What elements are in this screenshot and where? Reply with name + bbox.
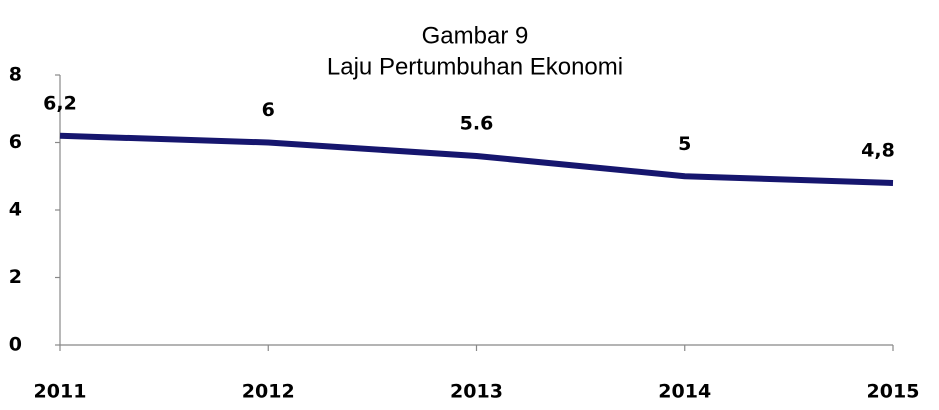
y-tick-label: 0 — [9, 334, 22, 356]
x-tick-label: 2013 — [450, 381, 503, 403]
y-tick-label: 6 — [9, 131, 22, 153]
y-tick-label: 8 — [9, 64, 22, 86]
data-label: 6,2 — [43, 92, 77, 114]
y-tick-label: 2 — [9, 266, 22, 288]
data-label: 6 — [262, 99, 275, 121]
line — [59, 132, 894, 186]
y-tick-label: 4 — [9, 199, 22, 221]
data-label: 4,8 — [861, 140, 895, 162]
chart-title: Gambar 9 — [422, 22, 529, 49]
data-label: 5.6 — [460, 113, 494, 135]
x-tick-label: 2011 — [34, 381, 87, 403]
data-label: 5 — [678, 133, 691, 155]
x-tick-label: 2012 — [242, 381, 295, 403]
x-tick-label: 2014 — [658, 381, 711, 403]
chart-subtitle: Laju Pertumbuhan Ekonomi — [327, 53, 623, 80]
x-tick-label: 2015 — [867, 381, 920, 403]
